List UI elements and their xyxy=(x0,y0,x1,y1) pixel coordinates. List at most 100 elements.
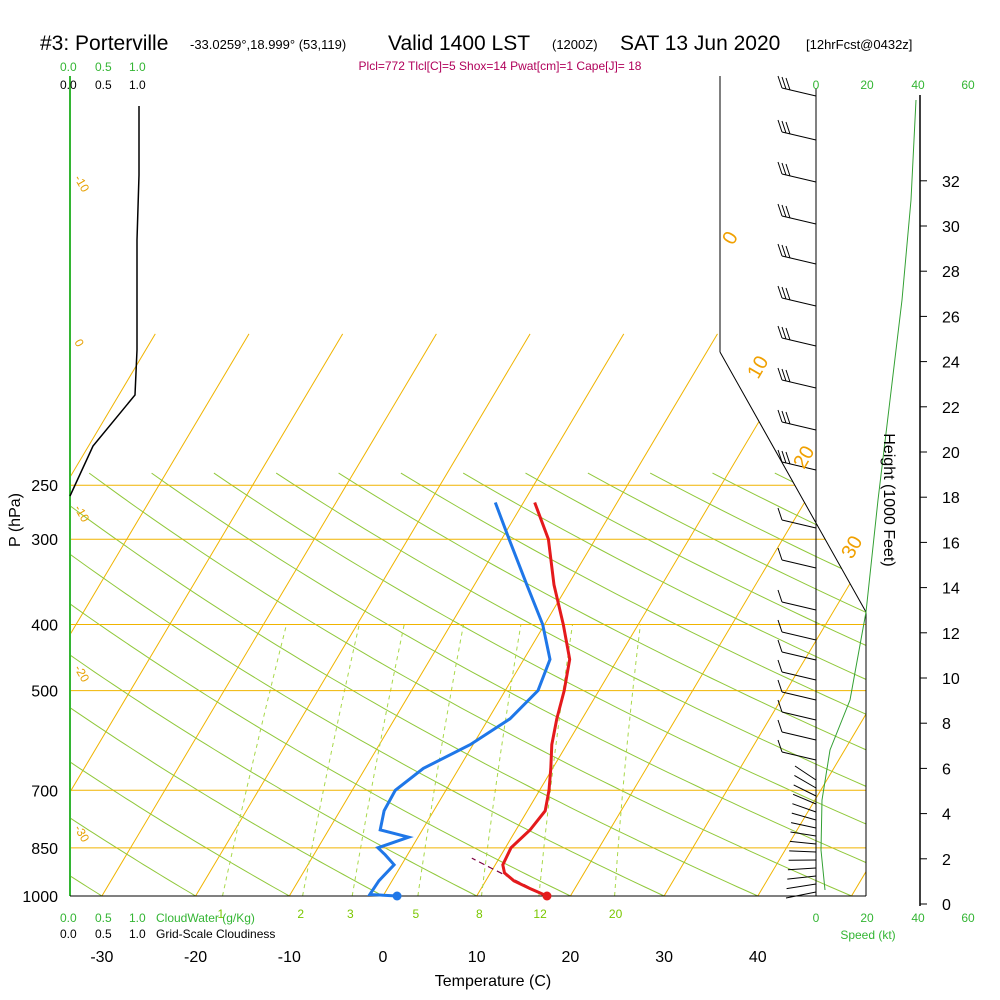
wind-barb xyxy=(781,671,817,681)
station-title: #3: Porterville xyxy=(40,32,168,55)
wind-barb xyxy=(781,711,817,721)
wind-barb-flag xyxy=(785,163,791,177)
wind-barb-flag xyxy=(781,162,787,176)
height-tick-12: 12 xyxy=(942,626,960,643)
wind-barb xyxy=(781,337,817,347)
wind-barb-flag xyxy=(781,120,787,134)
wind-barb-lower xyxy=(790,822,817,829)
wind-barb xyxy=(781,691,817,701)
y-axis-label: P (hPa) xyxy=(7,493,24,547)
wind-barb-flag xyxy=(777,119,783,133)
p-tick-400: 400 xyxy=(31,617,58,634)
dry-adiabat-30 xyxy=(70,472,696,896)
wind-barb-flag xyxy=(781,286,787,300)
station-coords: -33.0259°,18.999° (53,119) xyxy=(190,37,346,52)
isotherm-10 xyxy=(476,333,812,896)
x-tick-40: 40 xyxy=(749,949,767,966)
wind-barb xyxy=(781,215,817,225)
temperature-profile xyxy=(501,501,572,898)
wind-barb-flag xyxy=(781,450,787,464)
wind-barb xyxy=(781,173,817,183)
cw-bottom-tick-2: 1.0 xyxy=(129,911,146,925)
bottom-cloudwater-axis: 0.0 0.5 1.0 CloudWater (g/Kg) xyxy=(60,911,255,925)
wind-barb xyxy=(781,751,817,761)
cloudiness-axis-label: Grid-Scale Cloudiness xyxy=(156,927,275,941)
isobar-lines xyxy=(70,484,866,897)
mixing-ratio-20 xyxy=(614,624,641,896)
speed-bottom-tick-0: 0 xyxy=(813,911,820,925)
dry-adiabat-100 xyxy=(400,472,866,896)
cw-top-tick-1: 0.5 xyxy=(95,60,112,74)
dry-adiabat-60 xyxy=(151,472,866,896)
forecast-run: [12hrFcst@0432z] xyxy=(806,37,912,52)
cl-top-tick-0: 0.0 xyxy=(60,78,77,92)
x-axis: -30 -20 -10 0 10 20 30 40 xyxy=(90,949,766,966)
wind-barb-flag xyxy=(781,204,787,218)
wind-barb xyxy=(781,601,817,611)
height-tick-6: 6 xyxy=(942,761,951,778)
wind-barb-flag xyxy=(781,410,787,424)
mixing-ratio-lines xyxy=(222,624,641,896)
speed-bottom-tick-2: 40 xyxy=(911,911,925,925)
wind-barb-flag xyxy=(777,203,783,217)
cw-bottom-tick-1: 0.5 xyxy=(95,911,112,925)
dry-adiabat-110 xyxy=(462,472,866,896)
height-tick-10: 10 xyxy=(942,671,960,688)
top-cloudiness-ticks: 0.0 0.5 1.0 xyxy=(60,78,146,92)
chart-title: #3: Porterville -33.0259°,18.999° (53,11… xyxy=(40,32,912,55)
wind-barb xyxy=(781,131,817,141)
wind-barb xyxy=(781,297,817,307)
p-tick-1000: 1000 xyxy=(22,889,58,906)
wind-barb-flag xyxy=(781,76,787,90)
wind-barb-flag xyxy=(785,205,791,219)
height-tick-8: 8 xyxy=(942,716,951,733)
wind-barb-lower xyxy=(790,831,817,837)
wind-barb-lower xyxy=(787,867,817,871)
mixing-ratio-labels: 1 2 3 5 8 12 20 xyxy=(218,907,623,921)
wind-barb xyxy=(781,519,817,529)
height-tick-16: 16 xyxy=(942,535,960,552)
p-tick-300: 300 xyxy=(31,532,58,549)
dry-adiabat-20 xyxy=(70,472,601,896)
x-tick-20: 20 xyxy=(562,949,580,966)
isotherm--10 xyxy=(288,333,625,896)
isotherm-40 xyxy=(757,333,866,896)
wind-barb-lower xyxy=(786,883,817,890)
wind-barb-flag xyxy=(781,244,787,258)
isotherm-20 xyxy=(569,333,866,896)
dry-adiabat-lines xyxy=(70,472,1000,910)
mixing-ratio-label-8: 8 xyxy=(476,907,483,921)
x-tick-10: 10 xyxy=(468,949,486,966)
isotherm-label-0: 0 xyxy=(718,228,743,249)
wind-barb-lower xyxy=(789,850,817,853)
dry-adiabat-190 xyxy=(962,473,1000,910)
x-tick--20: -20 xyxy=(184,949,207,966)
mixing-ratio-label-3: 3 xyxy=(347,907,354,921)
forecast-date: SAT 13 Jun 2020 xyxy=(620,32,780,55)
speed-top-tick-3: 60 xyxy=(961,78,975,92)
dry-adiabat-40 xyxy=(70,472,791,896)
wind-barb xyxy=(781,421,817,431)
height-tick-20: 20 xyxy=(942,445,960,462)
surface-dewpoint-marker xyxy=(392,891,402,901)
wind-barb-lower xyxy=(792,803,817,813)
top-speed-ticks: 0 20 40 60 xyxy=(813,78,975,92)
wind-barb-flag xyxy=(785,369,791,383)
mixing-ratio-label-20: 20 xyxy=(609,907,623,921)
height-tick-18: 18 xyxy=(942,490,960,507)
cw-top-tick-2: 1.0 xyxy=(129,60,146,74)
cl-bottom-tick-0: 0.0 xyxy=(60,927,77,941)
wind-barbs xyxy=(777,75,817,899)
wind-barb-lower xyxy=(792,793,817,805)
height-tick-2: 2 xyxy=(942,852,951,869)
wind-barb-flag xyxy=(777,75,783,89)
wind-barb xyxy=(781,379,817,389)
left-isotherm-label-1: 0 xyxy=(71,337,87,350)
isotherm-label-30: 30 xyxy=(837,532,867,562)
wind-barb-flag xyxy=(777,507,783,521)
mixing-ratio-label-2: 2 xyxy=(297,907,304,921)
wind-barb-flag xyxy=(785,245,791,259)
isotherm--30 xyxy=(101,333,437,896)
